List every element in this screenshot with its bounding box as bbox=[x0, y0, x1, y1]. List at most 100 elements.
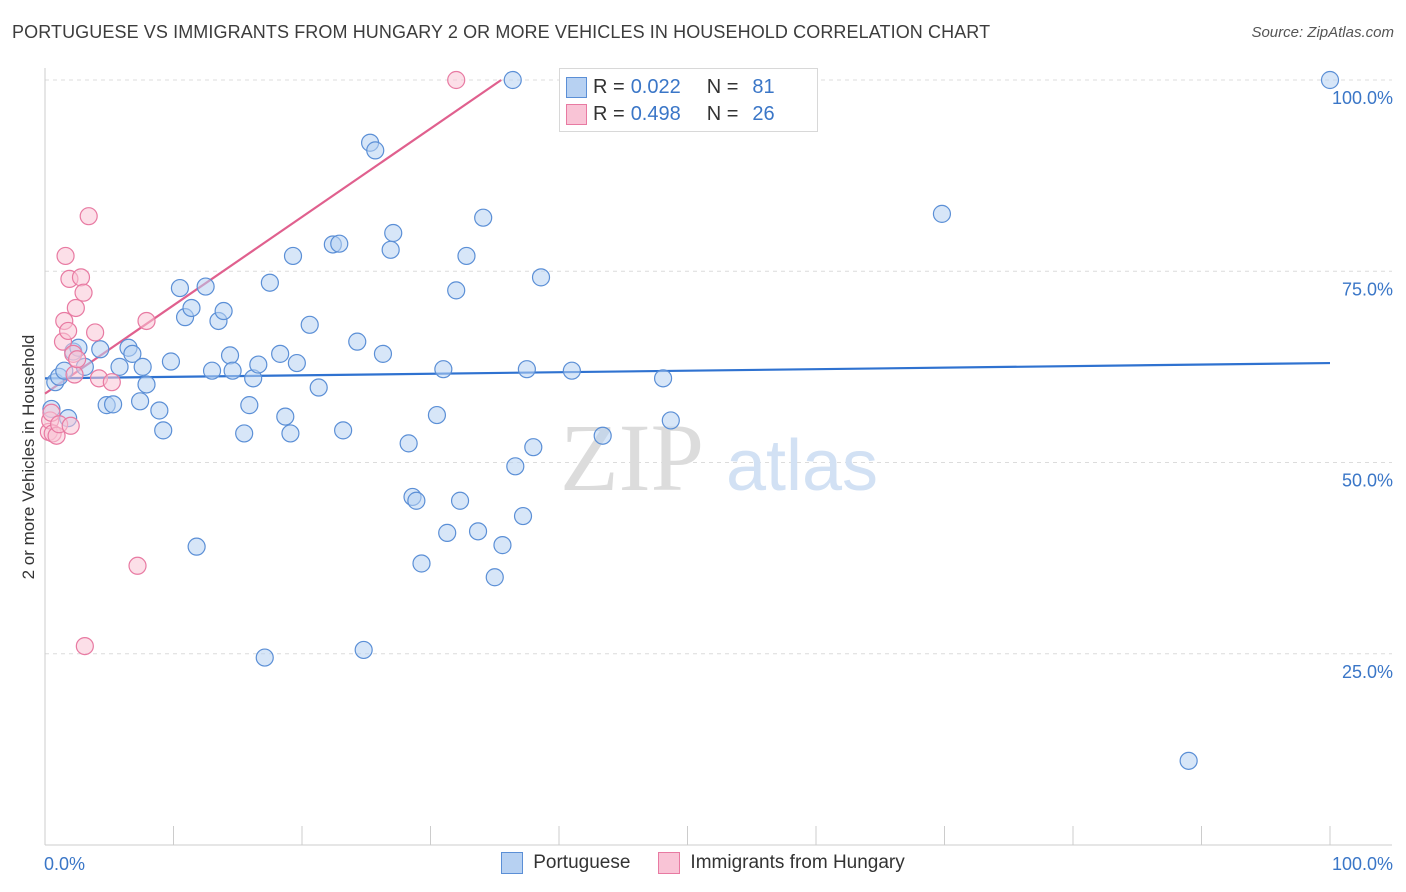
n-value: 81 bbox=[752, 75, 775, 98]
portuguese-point bbox=[154, 421, 173, 440]
portuguese-point bbox=[653, 369, 673, 388]
y-tick-label: 100.0% bbox=[1332, 88, 1393, 108]
portuguese-point bbox=[133, 357, 152, 376]
hungary-point bbox=[128, 556, 147, 575]
portuguese-point bbox=[513, 506, 533, 526]
hungary-point bbox=[102, 373, 121, 392]
portuguese-swatch bbox=[566, 77, 587, 98]
stats-row-portuguese: R = 0.022 N = 81 bbox=[566, 74, 775, 100]
portuguese-point bbox=[123, 344, 142, 363]
portuguese-point bbox=[381, 240, 400, 259]
portuguese-point bbox=[91, 340, 110, 359]
portuguese-point bbox=[283, 246, 303, 266]
portuguese-point bbox=[170, 278, 190, 298]
legend-item-portuguese[interactable]: Portuguese bbox=[501, 852, 630, 874]
portuguese-point bbox=[399, 434, 418, 453]
portuguese-point bbox=[161, 352, 181, 371]
legend: Portuguese Immigrants from Hungary bbox=[0, 852, 1406, 874]
hungary-point bbox=[447, 70, 466, 90]
portuguese-point bbox=[1179, 751, 1198, 770]
r-value: 0.498 bbox=[630, 102, 681, 125]
portuguese-point bbox=[276, 407, 295, 426]
portuguese-point bbox=[150, 401, 169, 420]
portuguese-point bbox=[457, 246, 476, 266]
portuguese-point bbox=[531, 268, 551, 287]
portuguese-point bbox=[334, 421, 353, 440]
portuguese-point bbox=[384, 223, 403, 243]
portuguese-point bbox=[110, 357, 129, 376]
portuguese-point bbox=[593, 426, 612, 445]
portuguese-point bbox=[130, 392, 150, 411]
portuguese-point bbox=[450, 491, 470, 510]
hungary-point bbox=[68, 350, 87, 369]
n-value: 26 bbox=[752, 102, 775, 125]
hungary-point bbox=[61, 416, 80, 435]
portuguese-point bbox=[524, 438, 543, 457]
n-label: N = bbox=[706, 75, 739, 98]
tick-labels: 25.0% 50.0% 75.0% 100.0% 0.0% 100.0% bbox=[44, 88, 1393, 874]
portuguese-point bbox=[249, 355, 268, 374]
watermark-atlas: atlas bbox=[726, 426, 878, 506]
portuguese-point bbox=[287, 353, 306, 373]
portuguese-point bbox=[474, 208, 493, 227]
portuguese-point bbox=[214, 301, 233, 321]
hungary-point bbox=[56, 246, 75, 266]
y-tick-label: 50.0% bbox=[1342, 471, 1393, 491]
x-tick-label-min: 0.0% bbox=[44, 854, 85, 874]
portuguese-point bbox=[104, 395, 123, 414]
portuguese-point bbox=[1320, 70, 1340, 90]
gridlines bbox=[45, 79, 1392, 655]
portuguese-point bbox=[427, 405, 447, 425]
portuguese-point bbox=[506, 457, 525, 476]
legend-label-hungary: Immigrants from Hungary bbox=[690, 852, 905, 873]
portuguese-point bbox=[271, 344, 290, 363]
portuguese-point bbox=[235, 424, 254, 443]
r-label: R = bbox=[593, 75, 625, 98]
portuguese-point bbox=[255, 648, 274, 667]
hungary-point bbox=[65, 365, 84, 384]
portuguese-point bbox=[281, 424, 300, 443]
portuguese-point bbox=[562, 361, 581, 380]
data-points bbox=[39, 70, 1340, 770]
y-tick-label: 25.0% bbox=[1342, 662, 1393, 682]
hungary-point bbox=[75, 636, 94, 656]
portuguese-point bbox=[447, 281, 466, 300]
portuguese-point bbox=[202, 361, 222, 380]
portuguese-point bbox=[412, 554, 431, 573]
hungary-swatch bbox=[566, 104, 587, 125]
legend-label-portuguese: Portuguese bbox=[533, 852, 631, 873]
portuguese-point bbox=[187, 537, 206, 556]
legend-item-hungary[interactable]: Immigrants from Hungary bbox=[658, 852, 905, 874]
hungary-point bbox=[71, 268, 91, 287]
source-label: Source: ZipAtlas.com bbox=[1251, 24, 1394, 41]
portuguese-point bbox=[932, 204, 952, 223]
portuguese-point bbox=[517, 360, 536, 379]
portuguese-point bbox=[366, 141, 385, 160]
chart-title: PORTUGUESE VS IMMIGRANTS FROM HUNGARY 2 … bbox=[12, 22, 991, 42]
n-label: N = bbox=[706, 102, 739, 125]
watermark-zip: ZIP bbox=[560, 404, 704, 511]
portuguese-point bbox=[300, 315, 319, 334]
portuguese-swatch bbox=[501, 852, 524, 874]
portuguese-point bbox=[661, 411, 680, 430]
portuguese-point bbox=[330, 234, 349, 253]
stats-box: R = 0.022 N = 81 R = 0.498 N = 26 bbox=[559, 68, 818, 132]
portuguese-point bbox=[240, 396, 259, 415]
portuguese-point bbox=[223, 361, 242, 380]
hungary-point bbox=[74, 283, 93, 302]
portuguese-point bbox=[485, 568, 504, 587]
portuguese-point bbox=[354, 640, 373, 660]
portuguese-point bbox=[407, 491, 426, 510]
portuguese-point bbox=[438, 523, 457, 542]
portuguese-point bbox=[196, 277, 215, 296]
r-value: 0.022 bbox=[630, 75, 681, 98]
portuguese-point bbox=[260, 273, 279, 292]
watermark: ZIP atlas bbox=[560, 404, 878, 511]
portuguese-point bbox=[468, 522, 488, 541]
portuguese-point bbox=[220, 346, 240, 365]
hungary-point bbox=[79, 207, 98, 226]
portuguese-point bbox=[137, 375, 156, 394]
hungary-swatch bbox=[658, 852, 681, 874]
axes bbox=[44, 68, 1392, 846]
